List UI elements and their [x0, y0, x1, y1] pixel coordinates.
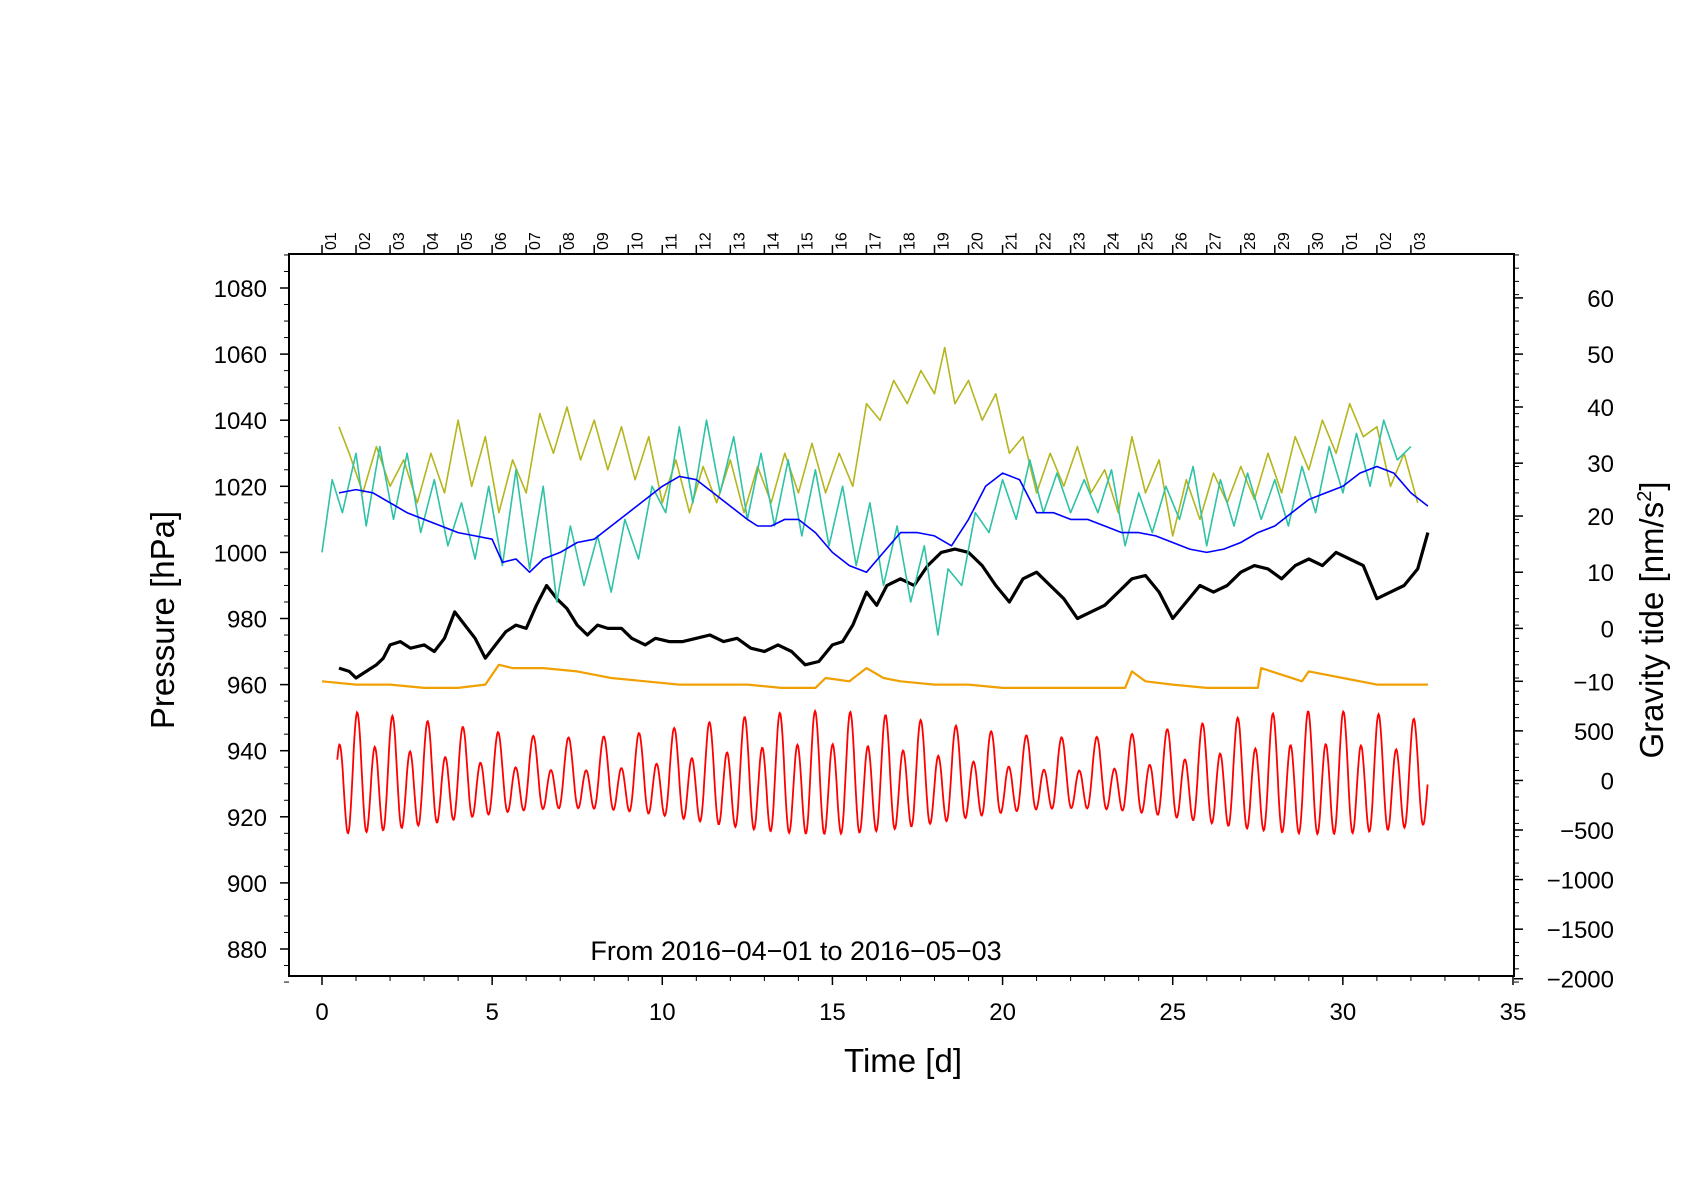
- x-tick-label: 0: [315, 999, 328, 1026]
- y-right-tick-label: 0: [1601, 616, 1614, 643]
- chart-annotation: From 2016−04−01 to 2016−05−03: [590, 936, 1001, 966]
- x-tick-label: 10: [649, 999, 676, 1026]
- y-left-tick-label: 1040: [214, 408, 267, 435]
- y-right-tick-label: −1500: [1547, 917, 1614, 944]
- day-tick-label: 02: [357, 232, 374, 250]
- y-axis-right-label-end: ]: [1633, 481, 1670, 490]
- x-tick-label: 5: [485, 999, 498, 1026]
- day-tick-label: 06: [493, 232, 510, 250]
- series-temperature_b: [321, 419, 1412, 636]
- day-tick-label: 01: [323, 232, 340, 250]
- day-tick-label: 03: [1412, 232, 1429, 250]
- y-right-tick-label: 40: [1587, 395, 1614, 422]
- day-tick-label: 19: [936, 232, 953, 250]
- day-tick-label: 12: [697, 232, 714, 250]
- day-tick-label: 29: [1276, 232, 1293, 250]
- day-tick-label: 01: [1344, 232, 1361, 250]
- y-right-tick-label: 30: [1587, 451, 1614, 478]
- y-left-tick-label: 1000: [214, 540, 267, 567]
- day-tick-label: 02: [1378, 232, 1395, 250]
- y-left-tick-label: 1060: [214, 342, 267, 369]
- y-left-tick-label: 900: [227, 871, 267, 898]
- y-left-tick-label: 1020: [214, 474, 267, 501]
- y-left-tick-label: 940: [227, 739, 267, 766]
- y-right-tick-label: 500: [1574, 719, 1614, 746]
- y-axis-right-label-main: Gravity tide [nm/s: [1633, 502, 1670, 759]
- series-gravity_tide: [336, 708, 1429, 837]
- y-right-tick-label: 20: [1587, 504, 1614, 531]
- day-tick-label: 17: [867, 232, 884, 250]
- y-right-tick-label: 10: [1587, 560, 1614, 587]
- y-left-tick-label: 960: [227, 673, 267, 700]
- series-pressure: [338, 532, 1430, 680]
- day-tick-label: 18: [901, 232, 918, 250]
- day-tick-label: 30: [1310, 232, 1327, 250]
- day-tick-label: 21: [1004, 232, 1021, 250]
- x-tick-label: 25: [1159, 999, 1186, 1026]
- x-tick-label: 15: [819, 999, 846, 1026]
- y-right-tick-label: −10: [1573, 669, 1614, 696]
- day-tick-label: 24: [1106, 232, 1123, 250]
- y-right-tick-label: −500: [1560, 818, 1614, 845]
- y-axis-right-label: Gravity tide [nm/s2]: [1633, 481, 1670, 758]
- y-left-tick-label: 920: [227, 805, 267, 832]
- y-right-tick-label: −2000: [1547, 967, 1614, 994]
- y-axis-right-label-sup: 2: [1634, 491, 1656, 502]
- y-right-tick-label: 0: [1601, 768, 1614, 795]
- x-tick-label: 20: [989, 999, 1016, 1026]
- tick-labels: 0 5 10 15 20 25 30 3588090092094096098010001020…: [214, 232, 1614, 1026]
- series-temperature_a: [338, 346, 1419, 537]
- day-tick-label: 23: [1072, 232, 1089, 250]
- day-tick-label: 07: [527, 232, 544, 250]
- day-tick-label: 15: [799, 232, 816, 250]
- y-left-tick-label: 980: [227, 607, 267, 634]
- tick-marks: [280, 245, 1523, 985]
- y-right-tick-label: 50: [1587, 342, 1614, 369]
- day-tick-label: 08: [561, 232, 578, 250]
- day-tick-label: 16: [833, 232, 850, 250]
- day-tick-label: 22: [1038, 232, 1055, 250]
- day-tick-label: 05: [459, 232, 476, 250]
- day-tick-label: 20: [970, 232, 987, 250]
- x-tick-label: 30: [1330, 999, 1357, 1026]
- x-tick-label: 35: [1500, 999, 1527, 1026]
- day-tick-label: 03: [391, 232, 408, 250]
- day-tick-label: 13: [731, 232, 748, 250]
- plot-frame: [288, 253, 1515, 977]
- day-tick-label: 28: [1242, 232, 1259, 250]
- day-tick-label: 27: [1208, 232, 1225, 250]
- y-right-tick-label: 60: [1587, 286, 1614, 313]
- x-axis-label: Time [d]: [844, 1042, 962, 1079]
- series-trend: [338, 465, 1429, 573]
- series-layer: [321, 346, 1430, 837]
- day-tick-label: 11: [663, 233, 680, 250]
- day-tick-label: 04: [425, 232, 442, 250]
- series-rain: [321, 663, 1428, 689]
- day-tick-label: 25: [1140, 232, 1157, 250]
- y-left-tick-label: 1080: [214, 276, 267, 303]
- y-axis-left-label: Pressure [hPa]: [144, 511, 181, 729]
- y-right-tick-label: −1000: [1547, 868, 1614, 895]
- day-tick-label: 26: [1174, 232, 1191, 250]
- y-left-tick-label: 880: [227, 937, 267, 964]
- day-tick-label: 10: [629, 232, 646, 250]
- day-tick-label: 09: [595, 232, 612, 250]
- day-tick-label: 14: [765, 232, 782, 250]
